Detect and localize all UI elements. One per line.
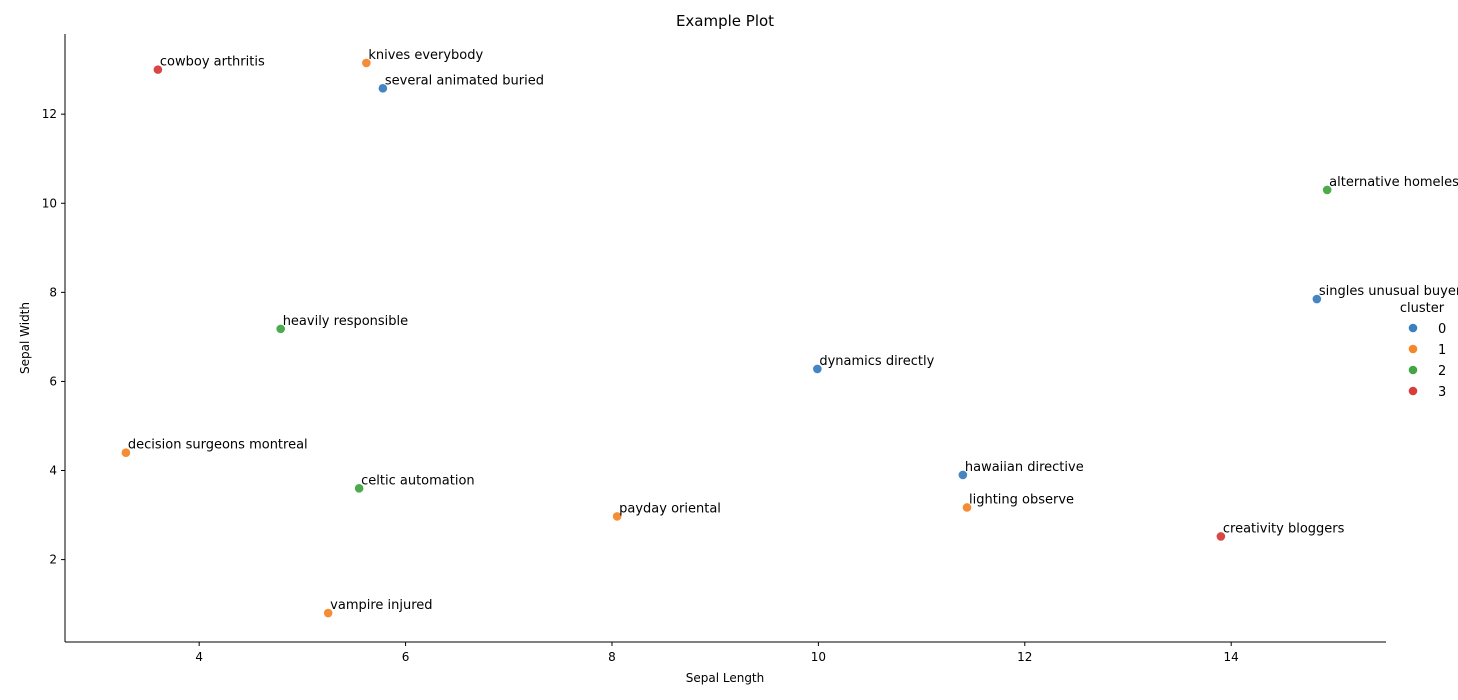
x-tick-label: 8 <box>608 650 616 664</box>
legend-marker <box>1408 323 1418 333</box>
data-point <box>354 484 364 493</box>
point-labels: cowboy arthritis knives everybody several … <box>128 48 1458 613</box>
data-point <box>153 65 163 74</box>
data-point <box>612 512 622 521</box>
axes <box>64 34 1386 643</box>
point-label: payday oriental <box>619 501 721 516</box>
data-point <box>121 448 131 457</box>
point-label: heavily responsible <box>283 314 408 329</box>
point-label: singles unusual buyer <box>1319 284 1458 299</box>
x-tick-label: 10 <box>811 650 826 664</box>
data-point <box>962 503 972 512</box>
data-point <box>958 470 968 480</box>
x-tick-label: 12 <box>1017 650 1032 664</box>
point-label: alternative homeless <box>1329 175 1458 190</box>
data-points <box>121 58 1332 618</box>
legend-marker <box>1408 365 1418 375</box>
point-label: celtic automation <box>361 473 475 488</box>
legend-title: cluster <box>1400 301 1445 316</box>
point-label: decision surgeons montreal <box>128 438 308 453</box>
data-point <box>1312 294 1322 304</box>
point-label: lighting observe <box>969 492 1074 507</box>
data-point <box>323 608 333 618</box>
point-label: creativity bloggers <box>1223 521 1345 536</box>
legend: cluster 0 1 2 3 <box>1400 301 1446 400</box>
y-ticks: 2 4 6 8 10 12 <box>42 107 65 567</box>
legend-label: 2 <box>1438 364 1446 379</box>
y-tick-label: 6 <box>49 374 57 388</box>
y-axis-label: Sepal Width <box>18 302 32 374</box>
y-tick-label: 10 <box>42 196 57 210</box>
data-point <box>813 364 822 374</box>
data-point <box>362 58 371 68</box>
legend-label: 3 <box>1438 385 1446 400</box>
legend-label: 0 <box>1438 322 1446 337</box>
y-tick-label: 12 <box>42 107 57 121</box>
legend-marker <box>1408 386 1418 396</box>
x-axis-label: Sepal Length <box>686 671 765 685</box>
point-label: vampire injured <box>330 598 432 613</box>
point-label: hawaiian directive <box>965 460 1084 475</box>
y-tick-label: 4 <box>49 464 57 478</box>
x-tick-label: 14 <box>1224 650 1239 664</box>
point-label: dynamics directly <box>819 354 934 369</box>
y-tick-label: 2 <box>49 553 57 567</box>
y-tick-label: 8 <box>49 285 57 299</box>
legend-marker <box>1408 344 1418 354</box>
data-point <box>1216 532 1226 541</box>
x-ticks: 4 6 8 10 12 14 <box>195 642 1239 664</box>
legend-label: 1 <box>1438 343 1446 358</box>
chart-title: Example Plot <box>676 12 774 30</box>
data-point <box>378 84 388 93</box>
point-label: cowboy arthritis <box>160 55 265 70</box>
point-label: knives everybody <box>368 48 483 63</box>
data-point <box>276 324 285 334</box>
x-tick-label: 4 <box>195 650 203 664</box>
x-tick-label: 6 <box>402 650 410 664</box>
data-point <box>1322 185 1332 195</box>
point-label: several animated buried <box>385 73 544 88</box>
